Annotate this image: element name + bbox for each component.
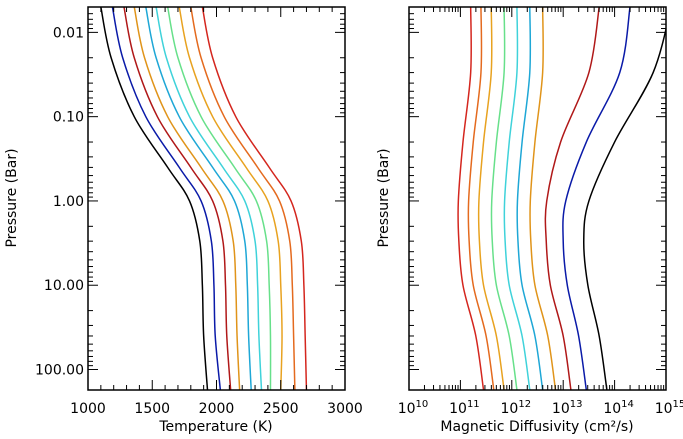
diffusivity-series-line-6	[516, 7, 544, 390]
temperature-plot-frame	[87, 6, 346, 391]
diffusivity-x-axis-title: Magnetic Diffusivity (cm²/s)	[440, 419, 633, 435]
diffusivity-series-line-4	[490, 7, 518, 390]
temperature-series-line-2	[111, 7, 222, 390]
diffusivity-plot-frame	[408, 6, 667, 391]
temperature-x-tick-label: 2000	[199, 401, 235, 417]
temperature-y-tick-label: 0.10	[53, 110, 84, 126]
temperature-series-line-3	[123, 7, 232, 390]
diffusivity-series-line-1	[457, 7, 485, 390]
diffusivity-series-line-7	[529, 7, 557, 390]
diffusivity-x-tick-label: 1011	[449, 399, 480, 417]
diffusivity-x-tick-label: 1015	[655, 399, 683, 417]
diffusivity-series-line-8	[544, 7, 600, 390]
temperature-curves	[100, 7, 308, 390]
diffusivity-series-line-10	[583, 25, 666, 390]
temperature-y-axis-title: Pressure (Bar)	[4, 148, 20, 247]
temperature-series-line-7	[166, 7, 272, 390]
temperature-series-line-9	[190, 7, 296, 390]
diffusivity-series-line-3	[477, 7, 505, 390]
temperature-y-tick-label: 10.00	[44, 278, 84, 294]
diffusivity-x-tick-labels: 1010 1011 1012 1013 1014 1015	[398, 399, 683, 417]
temperature-x-tick-label: 1000	[70, 401, 106, 417]
temperature-y-tick-labels: 0.01 0.10 1.00 10.00 100.00	[35, 25, 84, 378]
temperature-series-line-10	[201, 7, 308, 390]
temperature-y-tick-label: 100.00	[35, 363, 84, 379]
diffusivity-x-tick-label: 1012	[501, 399, 532, 417]
diffusivity-series-line-5	[503, 7, 531, 390]
temperature-y-tick-label: 1.00	[53, 194, 84, 210]
temperature-series-line-8	[178, 7, 283, 390]
temperature-x-axis-title: Temperature (K)	[158, 419, 272, 435]
diffusivity-panel: 1010 1011 1012 1013 1014 1015 Magnetic Diffus…	[376, 6, 683, 435]
diffusivity-x-tick-label: 1010	[398, 399, 429, 417]
diffusivity-x-tick-label: 1014	[603, 399, 634, 417]
temperature-series-line-1	[100, 7, 209, 390]
temperature-x-tick-label: 2500	[263, 401, 299, 417]
temperature-panel: 1000 1500 2000 2500 3000 0.01 0.10 1.00 10.00 10…	[4, 6, 363, 435]
temperature-x-tick-label: 3000	[327, 401, 363, 417]
diffusivity-x-tick-label: 1013	[552, 399, 583, 417]
temperature-x-tick-labels: 1000 1500 2000 2500 3000	[70, 401, 363, 417]
temperature-x-tick-label: 1500	[134, 401, 170, 417]
temperature-series-line-4	[133, 7, 241, 390]
temperature-y-tick-label: 0.01	[53, 25, 84, 41]
temperature-series-line-5	[145, 7, 252, 390]
diffusivity-series-line-9	[562, 7, 631, 390]
temperature-series-line-6	[155, 7, 263, 390]
diffusivity-series-line-2	[467, 7, 495, 390]
diffusivity-y-axis-title: Pressure (Bar)	[376, 148, 392, 247]
diffusivity-curves	[457, 7, 666, 390]
